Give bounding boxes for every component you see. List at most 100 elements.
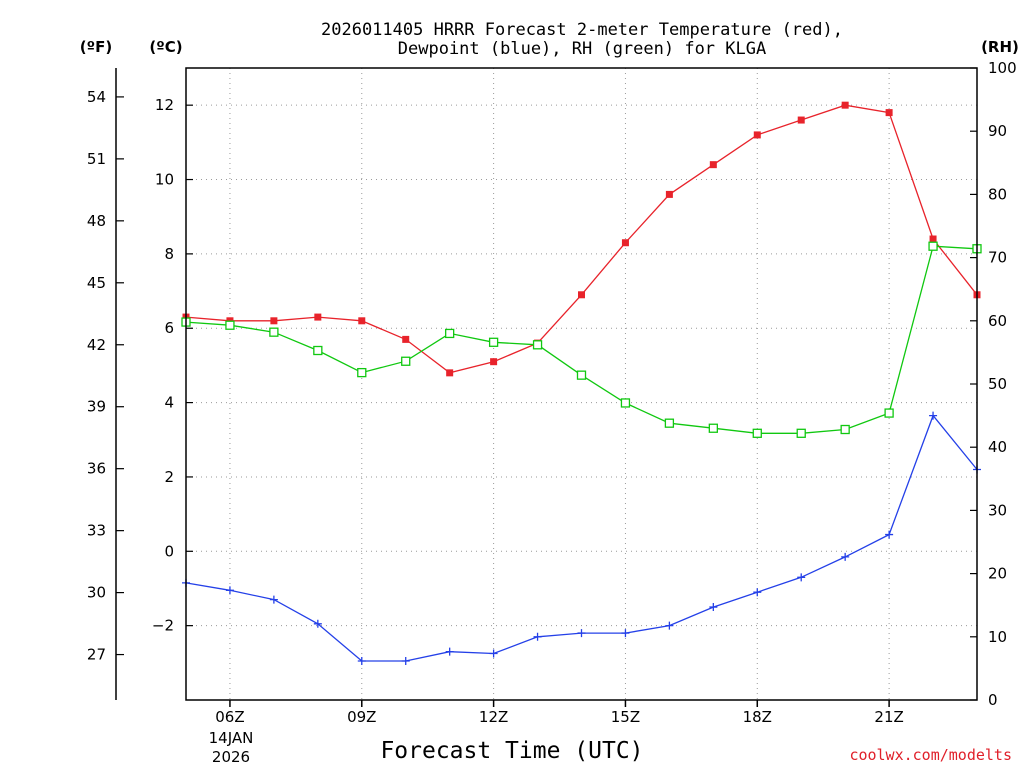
dewpoint-point: [401, 656, 410, 665]
temperature-point: [621, 239, 629, 247]
celsius-unit-label: (ºC): [149, 38, 182, 56]
rh-tick-label: 60: [988, 312, 1007, 330]
rh-point: [840, 424, 850, 435]
dewpoint-point: [445, 647, 454, 656]
temperature-point: [753, 131, 761, 139]
temperature-point: [797, 116, 805, 124]
temperature-point: [358, 317, 366, 325]
credit-text: coolwx.com/modelts: [849, 746, 1012, 764]
data-series: [181, 101, 982, 665]
fahrenheit-tick-label: 36: [87, 460, 106, 478]
rh-series: [181, 241, 982, 438]
rh-point: [576, 370, 587, 380]
dewpoint-point: [577, 629, 586, 638]
grid-lines: [186, 68, 977, 700]
rh-tick-label: 50: [988, 375, 1007, 393]
rh-point: [225, 320, 235, 330]
dewpoint-point: [753, 588, 762, 597]
celsius-tick-label: 4: [164, 394, 174, 412]
fahrenheit-tick-label: 45: [87, 274, 106, 292]
dewpoint-point: [269, 595, 278, 604]
temperature-point: [578, 291, 585, 299]
rh-point: [401, 356, 411, 366]
axis-ticks: 06Z 09Z 12Z 15Z 18Z 21Z121086420−254514845423…: [87, 59, 1017, 726]
rh-point: [488, 337, 499, 347]
fahrenheit-tick-label: 27: [87, 646, 106, 664]
celsius-tick-label: 8: [164, 245, 174, 263]
date-label-year: 2026: [212, 748, 250, 766]
temperature-point: [929, 235, 937, 243]
fahrenheit-tick-label: 33: [87, 522, 106, 540]
celsius-tick-label: 6: [164, 319, 174, 337]
rh-tick-label: 40: [988, 438, 1007, 456]
temperature-point: [402, 335, 410, 343]
chart-title-line-1: 2026011405 HRRR Forecast 2-meter Tempera…: [321, 20, 843, 40]
fahrenheit-tick-label: 54: [87, 88, 106, 106]
temperature-point: [446, 369, 454, 377]
rh-tick-label: 0: [988, 691, 998, 709]
celsius-tick-label: 12: [155, 96, 174, 114]
rh-tick-label: 80: [988, 185, 1007, 203]
temperature-point: [490, 358, 498, 366]
date-label-month: 14JAN: [209, 729, 254, 747]
dewpoint-point: [489, 649, 498, 658]
dewpoint-point: [885, 530, 894, 539]
rh-unit-label: (RH): [981, 38, 1019, 56]
x-tick-label: 06Z: [215, 708, 244, 726]
temperature-point: [665, 190, 673, 198]
dewpoint-point: [357, 656, 366, 665]
dewpoint-point: [929, 411, 938, 420]
chart-title-line-2: Dewpoint (blue), RH (green) for KLGA: [398, 39, 766, 59]
rh-point: [357, 367, 367, 378]
temperature-series: [182, 101, 981, 377]
dewpoint-point: [841, 552, 850, 561]
x-tick-label: 21Z: [874, 708, 903, 726]
celsius-tick-label: 0: [164, 542, 174, 560]
x-tick-label: 15Z: [611, 708, 640, 726]
dewpoint-point: [665, 621, 674, 630]
rh-point: [884, 408, 894, 418]
celsius-tick-label: −2: [152, 617, 174, 635]
rh-tick-label: 70: [988, 249, 1007, 267]
fahrenheit-tick-label: 48: [87, 212, 106, 230]
rh-point: [445, 328, 455, 339]
temperature-point: [314, 313, 322, 321]
dewpoint-point: [709, 603, 718, 612]
temperature-line: [185, 104, 978, 374]
fahrenheit-tick-label: 42: [87, 336, 106, 354]
fahrenheit-tick-label: 51: [87, 150, 106, 168]
rh-tick-label: 20: [988, 565, 1007, 583]
x-tick-label: 18Z: [743, 708, 772, 726]
dewpoint-series: [182, 411, 981, 665]
dewpoint-point: [621, 629, 630, 638]
rh-line: [185, 245, 978, 434]
rh-point: [664, 418, 675, 428]
plot-frame: [185, 67, 978, 701]
dewpoint-point: [533, 632, 542, 641]
x-tick-label: 12Z: [479, 708, 508, 726]
dewpoint-line: [185, 414, 978, 662]
rh-point: [313, 345, 323, 356]
x-axis-title: Forecast Time (UTC): [380, 738, 643, 764]
rh-point: [532, 340, 543, 350]
x-tick-label: 09Z: [347, 708, 376, 726]
celsius-tick-label: 10: [155, 171, 174, 189]
rh-point: [752, 428, 762, 438]
fahrenheit-tick-label: 30: [87, 584, 106, 602]
temperature-point: [885, 109, 893, 117]
dewpoint-point: [313, 619, 322, 628]
rh-tick-label: 30: [988, 501, 1007, 519]
temperature-point: [270, 317, 278, 325]
rh-point: [928, 241, 938, 251]
rh-tick-label: 100: [988, 59, 1017, 77]
rh-point: [269, 327, 279, 337]
rh-tick-label: 10: [988, 628, 1007, 646]
rh-tick-label: 90: [988, 122, 1007, 140]
celsius-tick-label: 2: [164, 468, 174, 486]
rh-point: [708, 423, 718, 433]
fahrenheit-tick-label: 39: [87, 398, 106, 416]
temperature-point: [841, 101, 849, 109]
rh-point: [620, 398, 631, 408]
dewpoint-point: [225, 586, 234, 595]
